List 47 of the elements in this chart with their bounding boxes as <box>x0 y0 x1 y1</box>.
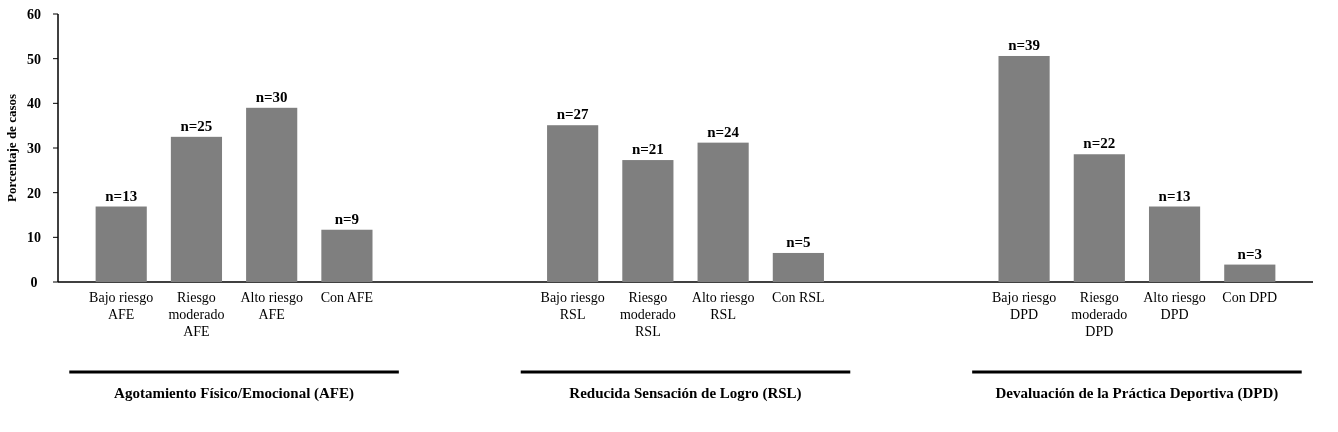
x-tick-label: Con RSL <box>772 290 825 305</box>
annotation: n=21 <box>631 141 664 158</box>
x-tick-label: Bajo riesgo AFE <box>89 290 154 322</box>
y-tick-label: 60 <box>27 6 41 22</box>
y-tick-label: 0 <box>30 274 38 290</box>
annotation: n=13 <box>1158 187 1191 204</box>
bar <box>1073 154 1125 282</box>
y-tick-label: 10 <box>27 230 41 246</box>
bar <box>1224 264 1276 282</box>
annotation: n=39 <box>1008 36 1041 53</box>
y-tick-label: 40 <box>27 96 41 112</box>
annotation: n=5 <box>786 233 811 250</box>
bar <box>772 252 824 282</box>
annotation: n=9 <box>334 210 360 227</box>
text: Devaluación de la Práctica Deportiva (DPD) <box>995 385 1279 402</box>
y-axis-title: Porcentaje de casos <box>4 93 19 203</box>
y-tick-label: 50 <box>27 51 41 67</box>
bar <box>547 125 599 282</box>
annotation: n=27 <box>556 106 590 123</box>
y-tick-label: 30 <box>27 140 41 156</box>
x-tick-label: Alto riesgo RSL <box>691 290 755 322</box>
x-tick-label: Con AFE <box>320 290 374 305</box>
x-tick-label: Bajo riesgo DPD <box>992 290 1057 322</box>
x-tick-label: Riesgo moderado DPD <box>1071 290 1128 339</box>
bar <box>998 55 1050 282</box>
bar <box>321 229 373 282</box>
bar <box>622 160 674 282</box>
annotation: n=13 <box>105 187 138 204</box>
annotation: n=25 <box>180 117 213 134</box>
bar <box>246 107 298 282</box>
bar <box>697 142 749 282</box>
x-tick-label: Con DPD <box>1222 290 1278 305</box>
bar <box>170 136 223 282</box>
annotation: n=22 <box>1083 135 1116 152</box>
x-tick-label: Riesgo moderado RSL <box>619 290 676 339</box>
x-tick-label: Bajo riesgo RSL <box>540 290 605 322</box>
annotation: n=30 <box>255 88 288 105</box>
bar <box>1148 206 1201 282</box>
x-tick-label: Riesgo moderado AFE <box>168 290 225 339</box>
bar <box>95 206 147 282</box>
y-tick-label: 20 <box>27 185 41 201</box>
annotation: n=24 <box>707 123 740 140</box>
x-tick-label: Alto riesgo DPD <box>1143 290 1206 322</box>
annotation: n=3 <box>1237 245 1262 262</box>
text: Reducida Sensación de Logro (RSL) <box>569 385 802 402</box>
x-tick-label: Alto riesgo AFE <box>240 290 303 322</box>
text: Agotamiento Físico/Emocional (AFE) <box>114 385 355 402</box>
